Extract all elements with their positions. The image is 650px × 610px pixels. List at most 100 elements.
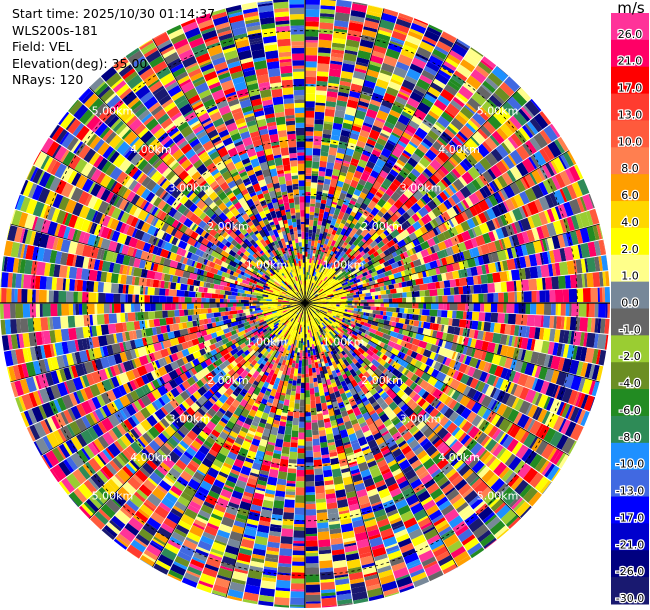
velocity-gate [421,193,432,204]
velocity-gate [371,267,377,273]
velocity-gate [402,211,411,221]
velocity-gate [543,125,558,142]
velocity-gate [442,160,455,173]
velocity-gate [363,20,379,30]
velocity-gate [326,272,332,278]
velocity-gate [390,229,400,239]
velocity-gate [326,240,333,247]
velocity-gate [311,267,315,276]
velocity-gate [323,123,333,131]
velocity-gate [553,156,566,173]
velocity-gate [361,187,370,195]
velocity-gate [522,105,535,118]
velocity-gate [315,90,327,96]
velocity-gate [327,229,333,235]
velocity-gate [497,106,512,121]
velocity-gate [324,278,331,285]
velocity-gate [482,120,497,135]
velocity-gate [336,0,352,8]
velocity-gate [423,179,434,191]
velocity-gate [542,179,553,194]
velocity-gate [312,280,316,287]
velocity-gate [326,263,330,268]
velocity-gate [449,170,458,180]
velocity-gate [459,160,470,172]
velocity-gate [382,178,393,189]
velocity-gate [412,88,425,98]
velocity-gate [367,256,372,261]
velocity-gate [312,292,318,297]
velocity-gate [309,278,312,283]
velocity-gate [433,171,443,181]
velocity-gate [312,268,316,276]
velocity-gate [421,97,434,108]
velocity-gate [315,102,326,106]
velocity-gate [487,115,502,130]
velocity-gate [365,237,374,246]
velocity-gate [381,12,397,24]
velocity-gate [341,182,350,192]
velocity-gate [453,70,468,82]
velocity-gate [539,129,552,145]
velocity-gate [323,243,328,249]
velocity-gate [310,260,314,269]
velocity-gate [333,261,338,266]
velocity-gate [317,182,324,186]
velocity-gate [414,163,425,174]
velocity-gate [314,277,318,282]
velocity-gate [320,151,329,157]
velocity-gate [337,278,344,284]
velocity-gate [335,152,345,160]
velocity-gate [531,184,544,199]
velocity-gate [315,199,321,203]
velocity-gate [392,237,399,244]
velocity-gate [348,240,354,246]
velocity-gate [359,97,370,104]
velocity-gate [477,199,490,212]
velocity-gate [420,248,430,258]
velocity-gate [328,147,338,156]
velocity-gate [469,205,478,217]
velocity-gate [353,70,366,80]
velocity-gate [355,228,363,236]
velocity-gate [404,40,419,50]
velocity-gate [383,260,390,267]
velocity-gate [476,109,489,121]
velocity-gate [339,192,347,201]
velocity-gate [305,55,318,62]
velocity-gate [344,114,355,122]
velocity-gate [522,143,533,156]
velocity-gate [454,95,467,105]
velocity-gate [339,80,352,87]
velocity-gate [524,100,540,117]
velocity-gate [316,85,328,91]
velocity-gate [403,251,409,258]
velocity-gate [440,111,454,123]
velocity-gate [471,179,482,191]
velocity-gate [470,47,484,57]
velocity-gate [447,196,457,207]
velocity-gate [355,253,363,261]
velocity-gate [479,106,491,118]
velocity-gate [518,108,531,122]
velocity-gate [305,93,316,102]
velocity-gate [389,109,401,119]
velocity-gate [359,250,366,257]
velocity-gate [324,207,330,213]
velocity-gate [411,213,420,223]
velocity-gate [451,73,465,86]
velocity-gate [322,133,332,139]
velocity-gate [530,155,540,168]
velocity-gate [325,101,337,108]
velocity-gate [377,210,385,218]
velocity-gate [463,142,473,153]
velocity-gate [487,168,497,180]
velocity-gate [397,239,407,248]
velocity-gate [305,175,312,180]
velocity-gate [390,38,404,46]
velocity-gate [340,228,347,236]
velocity-gate [385,86,399,97]
velocity-gate [342,280,346,284]
velocity-gate [405,235,412,243]
velocity-gate [322,183,330,191]
